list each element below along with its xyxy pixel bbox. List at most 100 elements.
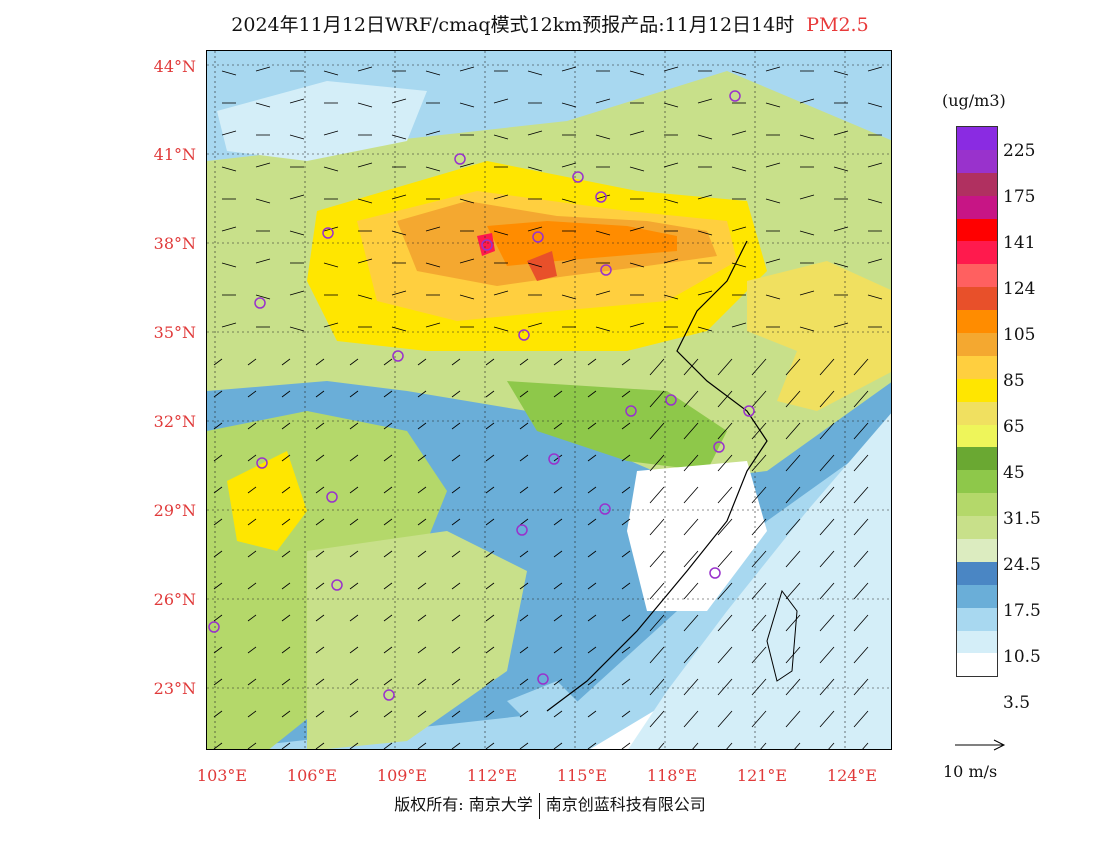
wind-arrow [281, 678, 291, 686]
wind-arrow [683, 518, 699, 536]
wind-arrow [649, 646, 665, 664]
wind-arrow [731, 262, 747, 268]
wind-arrow [255, 102, 271, 108]
legend-label-175: 175 [1003, 187, 1036, 207]
wind-arrow [221, 70, 237, 76]
wind-arrow [629, 226, 645, 232]
wind-arrow [717, 710, 733, 728]
wind-arrow [833, 322, 849, 328]
wind-arrow [867, 198, 883, 204]
wind-arrow [281, 518, 291, 526]
wind-arrow [799, 134, 815, 140]
wind-arrow [553, 486, 563, 494]
copyright-footer: 版权所有: 南京大学 南京创蓝科技有限公司 [0, 791, 1100, 819]
wind-arrow [247, 518, 257, 526]
wind-arrow [553, 550, 563, 558]
wind-arrow [751, 614, 767, 632]
wind-arrow [663, 198, 679, 204]
wind-arrow [357, 198, 373, 204]
wind-arrow [785, 710, 801, 728]
wind-arrow [658, 742, 665, 749]
wind-arrow [663, 258, 679, 264]
wind-arrow [553, 678, 563, 686]
wind-arrow [587, 646, 597, 654]
wind-arrow [255, 258, 271, 264]
wind-arrow [417, 422, 427, 430]
wind-arrow [213, 454, 223, 462]
wind-arrow [785, 646, 801, 664]
wind-arrow [867, 258, 883, 264]
wind-arrow [485, 454, 495, 462]
legend-label-10-5: 10.5 [1003, 647, 1041, 667]
wind-arrow [391, 230, 407, 236]
wind-arrow [493, 134, 509, 140]
wind-arrow [349, 390, 359, 398]
lon-label-109: 109°E [376, 766, 428, 785]
wind-arrow [493, 98, 509, 104]
wind-arrow [717, 614, 733, 632]
wind-arrow [649, 422, 665, 440]
wind-arrow [649, 582, 665, 600]
wind-arrow [853, 358, 869, 376]
wind-arrow [794, 742, 801, 749]
wind-arrow [785, 486, 801, 504]
wind-arrow [527, 262, 543, 268]
color-bar-swatch [957, 218, 997, 242]
wind-arrow [853, 390, 869, 408]
wind-arrow [717, 550, 733, 568]
wind-arrow [247, 454, 257, 462]
color-bar-swatch [957, 310, 997, 334]
color-bar-swatch [957, 378, 997, 402]
lat-label-38: 38°N [153, 234, 196, 253]
wind-arrow [853, 518, 869, 536]
wind-arrow [663, 102, 679, 108]
wind-arrow [459, 258, 475, 264]
color-bar-swatch [957, 195, 997, 219]
wind-arrow [649, 678, 665, 696]
wind-arrow [383, 710, 393, 718]
wind-arrow [451, 678, 461, 686]
wind-arrow [281, 358, 291, 366]
wind-arrow [553, 390, 563, 398]
color-bar-swatch [957, 401, 997, 425]
wind-arrow [315, 614, 325, 622]
wind-arrow [717, 422, 733, 440]
wind-arrow [527, 226, 543, 232]
wind-arrow [451, 742, 461, 749]
wind-arrow [697, 134, 713, 140]
wind-arrow [247, 422, 257, 430]
wind-arrow [553, 454, 563, 462]
wind-arrow [417, 358, 427, 366]
color-bar-swatch [957, 653, 997, 677]
wind-arrow [485, 646, 495, 654]
wind-arrow [819, 710, 835, 728]
wind-arrow [819, 550, 835, 568]
wind-arrow [629, 70, 645, 76]
wind-arrow [717, 358, 733, 376]
wind-arrow [383, 422, 393, 430]
color-bar-swatch [957, 149, 997, 173]
color-bar-swatch [957, 447, 997, 471]
wind-arrow [323, 322, 339, 328]
wind-arrow [383, 582, 393, 590]
wind-arrow [247, 710, 257, 718]
lon-label-115: 115°E [556, 766, 608, 785]
wind-arrow [451, 614, 461, 622]
wind-arrow [765, 294, 781, 300]
lat-label-41: 41°N [153, 145, 196, 164]
wind-arrow [519, 422, 529, 430]
wind-arrow [621, 390, 631, 398]
wind-arrow [751, 486, 767, 504]
wind-arrow [349, 614, 359, 622]
legend-label-225: 225 [1003, 141, 1036, 161]
wind-arrow [833, 166, 849, 172]
wind-arrow [649, 454, 665, 472]
wind-arrow [561, 162, 577, 168]
wind-arrow [357, 294, 373, 300]
wind-arrow [247, 678, 257, 686]
wind-arrow [731, 166, 747, 172]
wind-arrow [751, 678, 767, 696]
wind-arrow [417, 518, 427, 526]
wind-arrow [519, 710, 529, 718]
color-bar-swatch [957, 355, 997, 379]
